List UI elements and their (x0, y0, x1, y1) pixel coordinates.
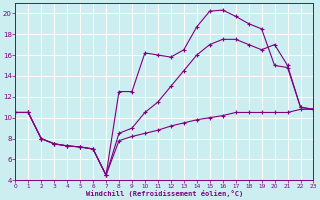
X-axis label: Windchill (Refroidissement éolien,°C): Windchill (Refroidissement éolien,°C) (86, 190, 243, 197)
